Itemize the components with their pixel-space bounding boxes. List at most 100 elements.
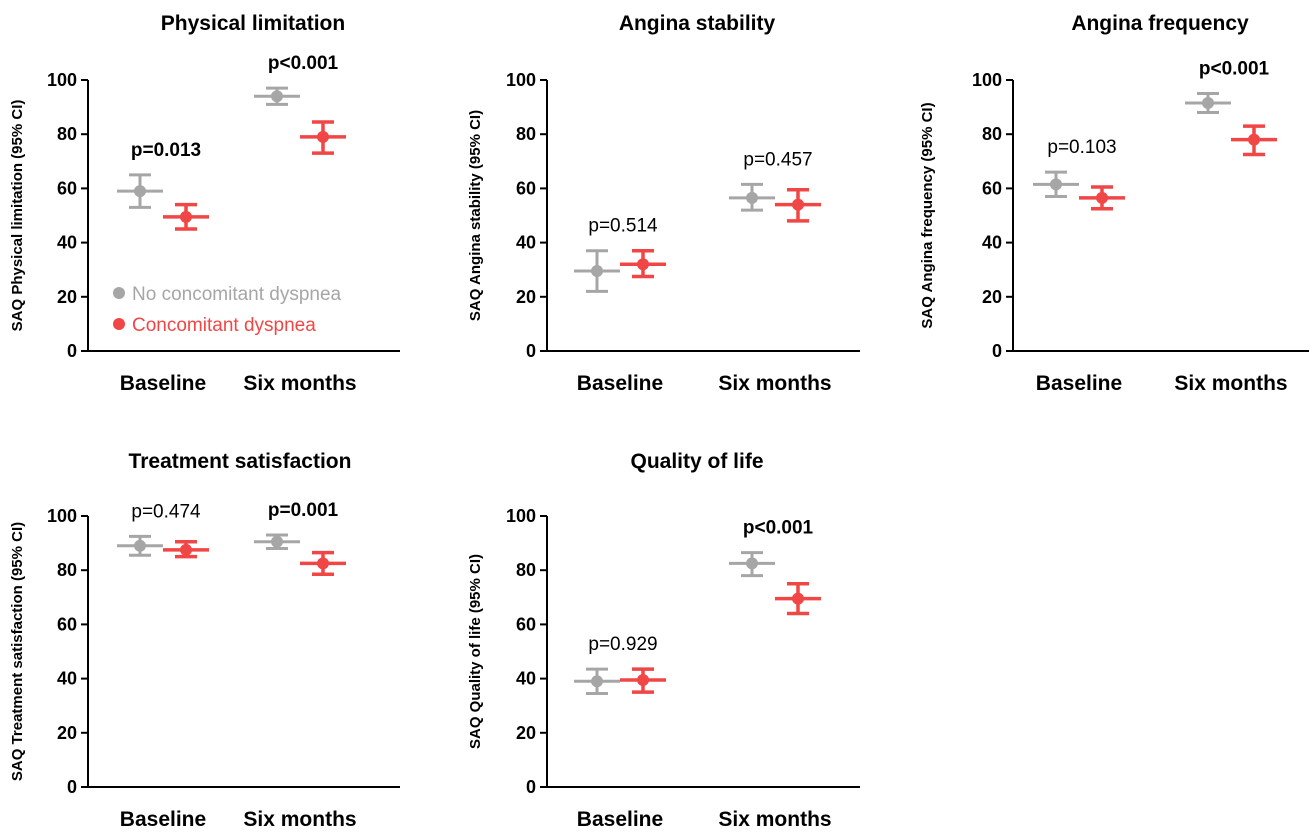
y-tick-label: 0 [992,341,1002,361]
data-point-no-dyspnea [574,249,620,293]
y-tick-label: 80 [57,124,77,144]
chart-title: Treatment satisfaction [129,450,352,473]
chart-panel-5: Quality of life SAQ Quality of life (95% … [467,450,860,831]
y-tick-label: 40 [57,669,77,689]
y-tick-label: 80 [982,124,1002,144]
p-value-label: p<0.001 [268,53,339,74]
x-tick-label: Six months [1174,372,1287,395]
data-point-dyspnea [163,539,209,559]
data-point-dyspnea [620,667,666,694]
mean-marker [591,265,603,278]
data-point-dyspnea [300,550,346,577]
mean-marker [180,210,192,223]
y-axis-label: SAQ Physical limitation (95% CI) [9,100,26,332]
y-tick-label: 100 [972,70,1002,90]
mean-marker [180,543,192,556]
p-value-label: p=0.929 [588,634,657,655]
y-tick-label: 20 [516,287,536,307]
y-tick-label: 60 [516,178,536,198]
data-point-dyspnea [1079,185,1125,211]
chart-title: Angina frequency [1071,12,1249,35]
x-tick-label: Six months [718,372,831,395]
y-tick-label: 20 [516,723,536,743]
y-tick-label: 0 [526,777,536,797]
y-tick-label: 40 [516,669,536,689]
mean-marker [317,557,329,570]
mean-marker [792,198,804,211]
data-point-dyspnea [775,188,821,223]
p-value-label: p<0.001 [1199,59,1270,80]
y-tick-label: 80 [57,560,77,580]
data-point-dyspnea [775,582,821,616]
mean-marker [271,535,283,548]
mean-marker [1096,191,1108,204]
legend-marker-dyspnea [113,318,125,330]
x-tick-label: Six months [243,372,356,395]
y-tick-label: 100 [506,70,536,90]
data-point-no-dyspnea [574,667,620,696]
chart-panel-2: Angina stability SAQ Angina stability (95… [467,12,860,395]
chart-title: Angina stability [619,12,776,35]
y-tick-label: 40 [57,233,77,253]
chart-panel-1: Physical limitation SAQ Physical limitati… [9,12,400,395]
x-tick-label: Baseline [577,372,663,395]
mean-marker [271,90,283,103]
data-point-no-dyspnea [729,551,775,578]
legend-marker-no-dyspnea [113,287,125,299]
y-tick-label: 20 [57,723,77,743]
p-value-label: p=0.103 [1047,137,1116,158]
data-point-no-dyspnea [1033,170,1079,199]
mean-marker [637,673,649,686]
y-tick-label: 100 [506,506,536,526]
p-value-label: p=0.474 [131,501,201,522]
data-point-no-dyspnea [254,86,300,106]
x-tick-label: Six months [243,808,356,831]
mean-marker [1050,178,1062,191]
mean-marker [317,130,329,143]
legend-label-no-dyspnea: No concomitant dyspnea [132,284,342,305]
data-point-no-dyspnea [729,182,775,212]
y-axis-label: SAQ Angina frequency (95% CI) [919,102,936,328]
data-point-dyspnea [300,120,346,155]
mean-marker [1202,97,1214,110]
y-tick-label: 80 [516,124,536,144]
mean-marker [134,539,146,552]
chart-panel-3: Angina frequency SAQ Angina frequency (95… [919,12,1309,395]
y-axis-label: SAQ Angina stability (95% CI) [467,110,484,321]
p-value-label: p=0.013 [131,140,201,161]
data-point-no-dyspnea [1185,92,1231,115]
p-value-label: p=0.457 [743,149,812,170]
data-point-no-dyspnea [254,533,300,551]
y-tick-label: 100 [47,70,77,90]
y-tick-label: 40 [982,233,1002,253]
mean-marker [746,191,758,204]
y-tick-label: 40 [516,233,536,253]
y-tick-label: 0 [67,777,77,797]
y-tick-label: 60 [516,614,536,634]
chart-title: Physical limitation [161,12,345,35]
x-tick-label: Baseline [120,808,206,831]
x-tick-label: Six months [718,808,831,831]
y-axis-label: SAQ Treatment satisfaction (95% CI) [9,522,26,781]
data-point-no-dyspnea [117,534,163,557]
y-tick-label: 0 [526,341,536,361]
y-tick-label: 80 [516,560,536,580]
x-tick-label: Baseline [120,372,206,395]
y-tick-label: 0 [67,341,77,361]
mean-marker [792,592,804,605]
y-tick-label: 20 [57,287,77,307]
y-tick-label: 60 [982,178,1002,198]
chart-title: Quality of life [630,450,763,473]
p-value-label: p=0.514 [588,216,658,237]
legend-label-dyspnea: Concomitant dyspnea [132,315,316,336]
mean-marker [1248,133,1260,146]
mean-marker [134,185,146,198]
data-point-no-dyspnea [117,173,163,209]
p-value-label: p=0.001 [268,500,339,521]
x-tick-label: Baseline [1036,372,1122,395]
y-tick-label: 60 [57,614,77,634]
mean-marker [637,258,649,271]
p-value-label: p<0.001 [743,518,814,539]
x-tick-label: Baseline [577,808,663,831]
